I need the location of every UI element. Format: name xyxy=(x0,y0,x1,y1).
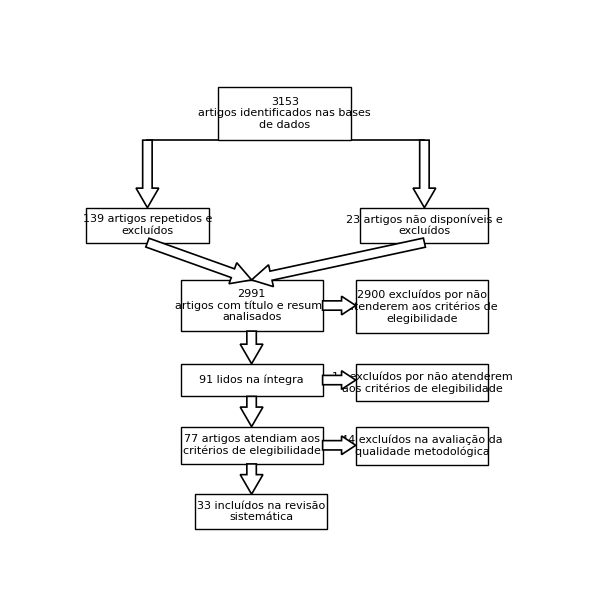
Polygon shape xyxy=(323,371,356,390)
Text: 91 lidos na íntegra: 91 lidos na íntegra xyxy=(199,375,304,385)
Polygon shape xyxy=(136,140,159,208)
Polygon shape xyxy=(252,238,425,287)
Text: 14 excluídos por não atenderem
aos critérios de elegibilidade: 14 excluídos por não atenderem aos crité… xyxy=(332,371,513,394)
Text: 77 artigos atendiam aos
critérios de elegibilidade: 77 artigos atendiam aos critérios de ele… xyxy=(183,434,321,456)
Text: 2991
artigos com título e resumo
analisados: 2991 artigos com título e resumo analisa… xyxy=(175,289,329,322)
Text: 44 excluídos na avaliação da
qualidade metodológica: 44 excluídos na avaliação da qualidade m… xyxy=(341,434,503,457)
FancyBboxPatch shape xyxy=(356,280,488,333)
FancyBboxPatch shape xyxy=(181,364,323,396)
Text: 3153
artigos identificados nas bases
de dados: 3153 artigos identificados nas bases de … xyxy=(199,97,371,130)
Polygon shape xyxy=(413,140,436,208)
FancyBboxPatch shape xyxy=(181,427,323,464)
Polygon shape xyxy=(240,464,263,494)
Text: 139 artigos repetidos e
excluídos: 139 artigos repetidos e excluídos xyxy=(82,214,212,236)
Text: 2900 excluídos por não
atenderem aos critérios de
elegibilidade: 2900 excluídos por não atenderem aos cri… xyxy=(346,290,497,324)
FancyBboxPatch shape xyxy=(219,87,351,140)
Polygon shape xyxy=(240,396,263,427)
FancyBboxPatch shape xyxy=(360,208,488,243)
FancyBboxPatch shape xyxy=(86,208,209,243)
Polygon shape xyxy=(323,296,356,315)
FancyBboxPatch shape xyxy=(195,494,327,529)
FancyBboxPatch shape xyxy=(356,427,488,465)
FancyBboxPatch shape xyxy=(356,364,488,401)
Text: 23 artigos não disponíveis e
excluídos: 23 artigos não disponíveis e excluídos xyxy=(346,214,503,236)
FancyBboxPatch shape xyxy=(181,280,323,331)
Text: 33 incluídos na revisão
sistemática: 33 incluídos na revisão sistemática xyxy=(197,501,325,523)
Polygon shape xyxy=(146,238,252,284)
Polygon shape xyxy=(240,331,263,364)
Polygon shape xyxy=(323,436,356,454)
